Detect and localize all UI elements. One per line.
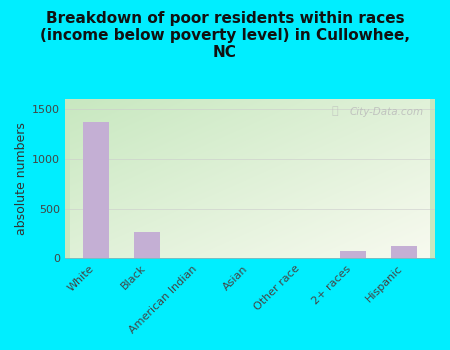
Bar [135,232,160,258]
Bar [83,122,109,258]
Y-axis label: absolute numbers: absolute numbers [15,122,28,235]
Bar [340,251,366,258]
Bar [392,245,417,258]
Text: Breakdown of poor residents within races
(income below poverty level) in Cullowh: Breakdown of poor residents within races… [40,10,410,60]
Text: City-Data.com: City-Data.com [350,107,424,117]
Text: ⧖: ⧖ [331,106,338,116]
